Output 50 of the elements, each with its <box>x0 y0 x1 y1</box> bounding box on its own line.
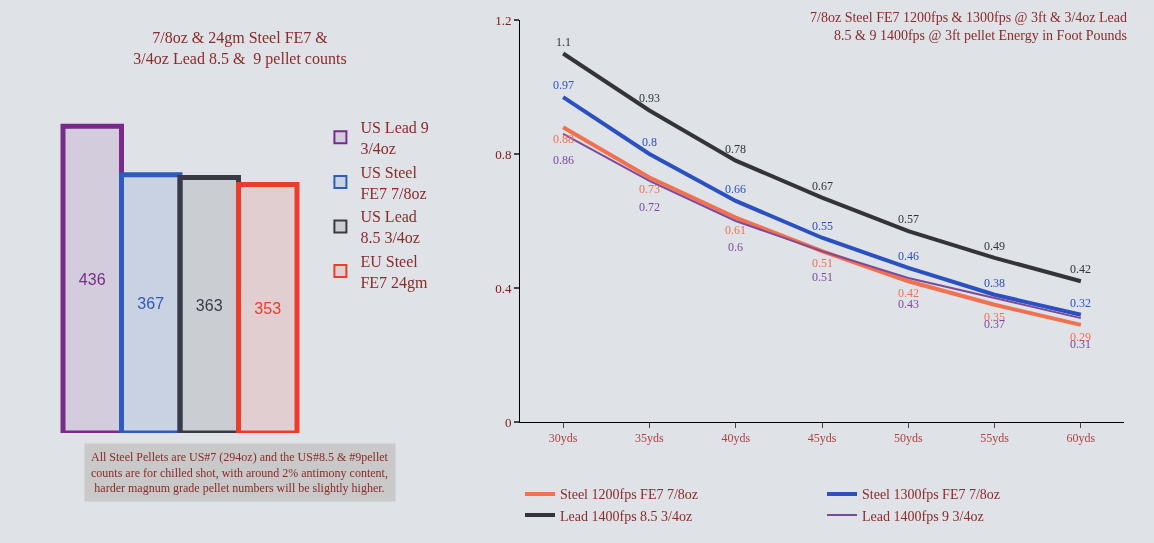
x-tick-label: 35yds <box>635 431 665 446</box>
legend-label: US Lead 9 3/4oz <box>360 119 429 157</box>
y-tick-label: 1.2 <box>495 12 512 28</box>
data-label: 0.57 <box>898 212 919 226</box>
text: All Steel Pellets are US#7 (294oz) and the US#8.5 & #9pellet counts are for chilled shot, with around 2% antimony content, harder magnum grade pellet numbers will be slightly higher. <box>91 450 389 496</box>
data-label: 0.88 <box>553 132 574 146</box>
legend-label: Steel 1300fps FE7 7/8oz <box>862 487 1001 503</box>
data-label: 0.49 <box>984 239 1005 253</box>
data-label: 0.42 <box>1070 262 1091 276</box>
data-label: 0.66 <box>725 182 746 196</box>
x-tick-label: 60yds <box>1066 431 1096 446</box>
data-label: 0.46 <box>898 249 919 263</box>
legend-label: US Steel FE7 7/8oz <box>360 163 427 202</box>
chart-title: 7/8oz & 24gm Steel FE7 & 3/4oz Lead 8.5 & 9 pellet counts <box>133 29 347 69</box>
data-label: 353 <box>254 300 282 318</box>
data-label: 363 <box>195 296 223 314</box>
data-label: 0.51 <box>812 270 833 284</box>
data-label: 1.1 <box>556 35 571 49</box>
data-label: 0.73 <box>639 182 660 196</box>
chart-title: 7/8oz Steel FE7 1200fps & 1300fps @ 3ft & 3/4oz Lead 8.5 & 9 1400fps @ 3ft pellet Energy in Foot Pounds <box>810 9 1128 43</box>
legend-label: Lead 1400fps 8.5 3/4oz <box>560 508 693 524</box>
data-label: 0.42 <box>898 286 919 300</box>
data-label: 0.97 <box>553 78 574 92</box>
data-label: 0.32 <box>1070 296 1091 310</box>
legend-label: US Lead 8.5 3/4oz <box>360 208 420 247</box>
data-label: 0.93 <box>639 91 660 105</box>
data-label: 0.51 <box>812 256 833 270</box>
data-label: 0.8 <box>642 135 657 149</box>
data-label: 0.61 <box>725 223 746 237</box>
data-label: 0.55 <box>812 219 833 233</box>
y-tick-label: 0 <box>504 414 512 430</box>
y-tick-label: 0.8 <box>495 146 512 162</box>
x-tick-label: 50yds <box>893 431 923 446</box>
data-label: 0.38 <box>984 276 1005 290</box>
data-label: 0.78 <box>725 142 746 156</box>
legend-label: Lead 1400fps 9 3/4oz <box>862 508 984 524</box>
y-tick-label: 0.4 <box>495 280 512 296</box>
x-tick-label: 45yds <box>807 431 837 446</box>
legend-label: EU Steel FE7 24gm <box>360 252 429 292</box>
data-label: 436 <box>78 271 106 289</box>
x-tick-label: 55yds <box>980 431 1010 446</box>
data-label: 0.86 <box>553 153 574 167</box>
x-tick-label: 40yds <box>721 431 751 446</box>
legend-label: Steel 1200fps FE7 7/8oz <box>560 487 699 503</box>
data-label: 0.67 <box>812 179 833 193</box>
data-label: 0.43 <box>898 297 919 311</box>
data-label: 0.72 <box>639 200 660 214</box>
x-tick-label: 30yds <box>548 431 578 446</box>
data-label: 367 <box>137 295 165 313</box>
data-label: 0.6 <box>728 240 743 254</box>
